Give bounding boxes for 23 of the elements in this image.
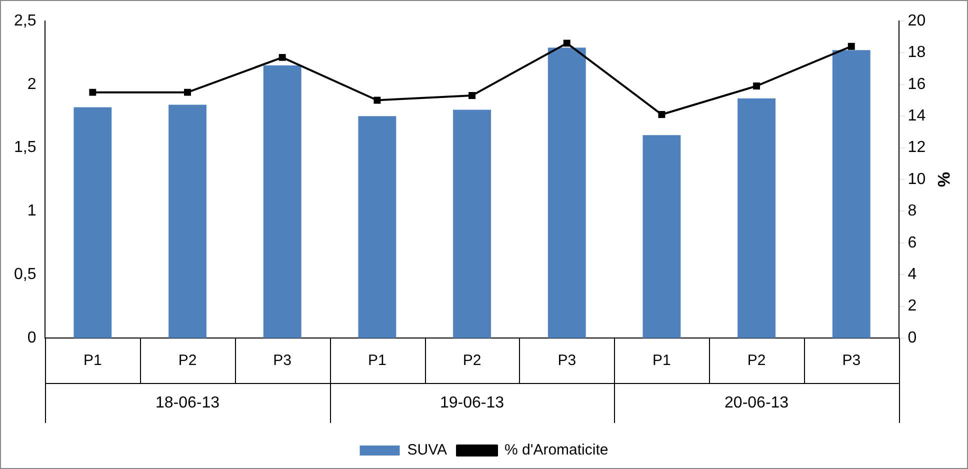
y-tick-label: 0	[27, 329, 36, 346]
y-tick-label: 2	[27, 76, 36, 93]
legend-label: % d'Aromaticite	[504, 442, 608, 459]
y2-tick-label: 2	[908, 298, 917, 315]
y2-tick-label: 14	[908, 108, 926, 125]
y2-axis-title: %	[934, 172, 954, 188]
y2-tick-label: 8	[908, 202, 917, 220]
y2-tick-label: 10	[908, 170, 926, 188]
y2-tick-label: 16	[908, 76, 926, 93]
y2-tick-label: 20	[908, 12, 926, 30]
text: 18-06-13	[155, 394, 220, 412]
y-tick-label: 1,5	[14, 139, 36, 156]
text: 20-06-13	[724, 394, 789, 412]
y2-tick-label: 6	[908, 234, 917, 252]
text: 19-06-13	[440, 394, 504, 412]
y2-tick-label: 0	[908, 329, 917, 346]
y2-tick-label: 18	[908, 44, 926, 62]
y2-tick-label: 12	[908, 139, 926, 156]
y-tick-label: 1	[27, 202, 36, 220]
y2-tick-label: 4	[908, 266, 917, 284]
y-tick-label: 0,5	[14, 266, 36, 284]
legend-label: SUVA	[407, 442, 447, 459]
y-tick-label: 2,5	[14, 12, 36, 30]
